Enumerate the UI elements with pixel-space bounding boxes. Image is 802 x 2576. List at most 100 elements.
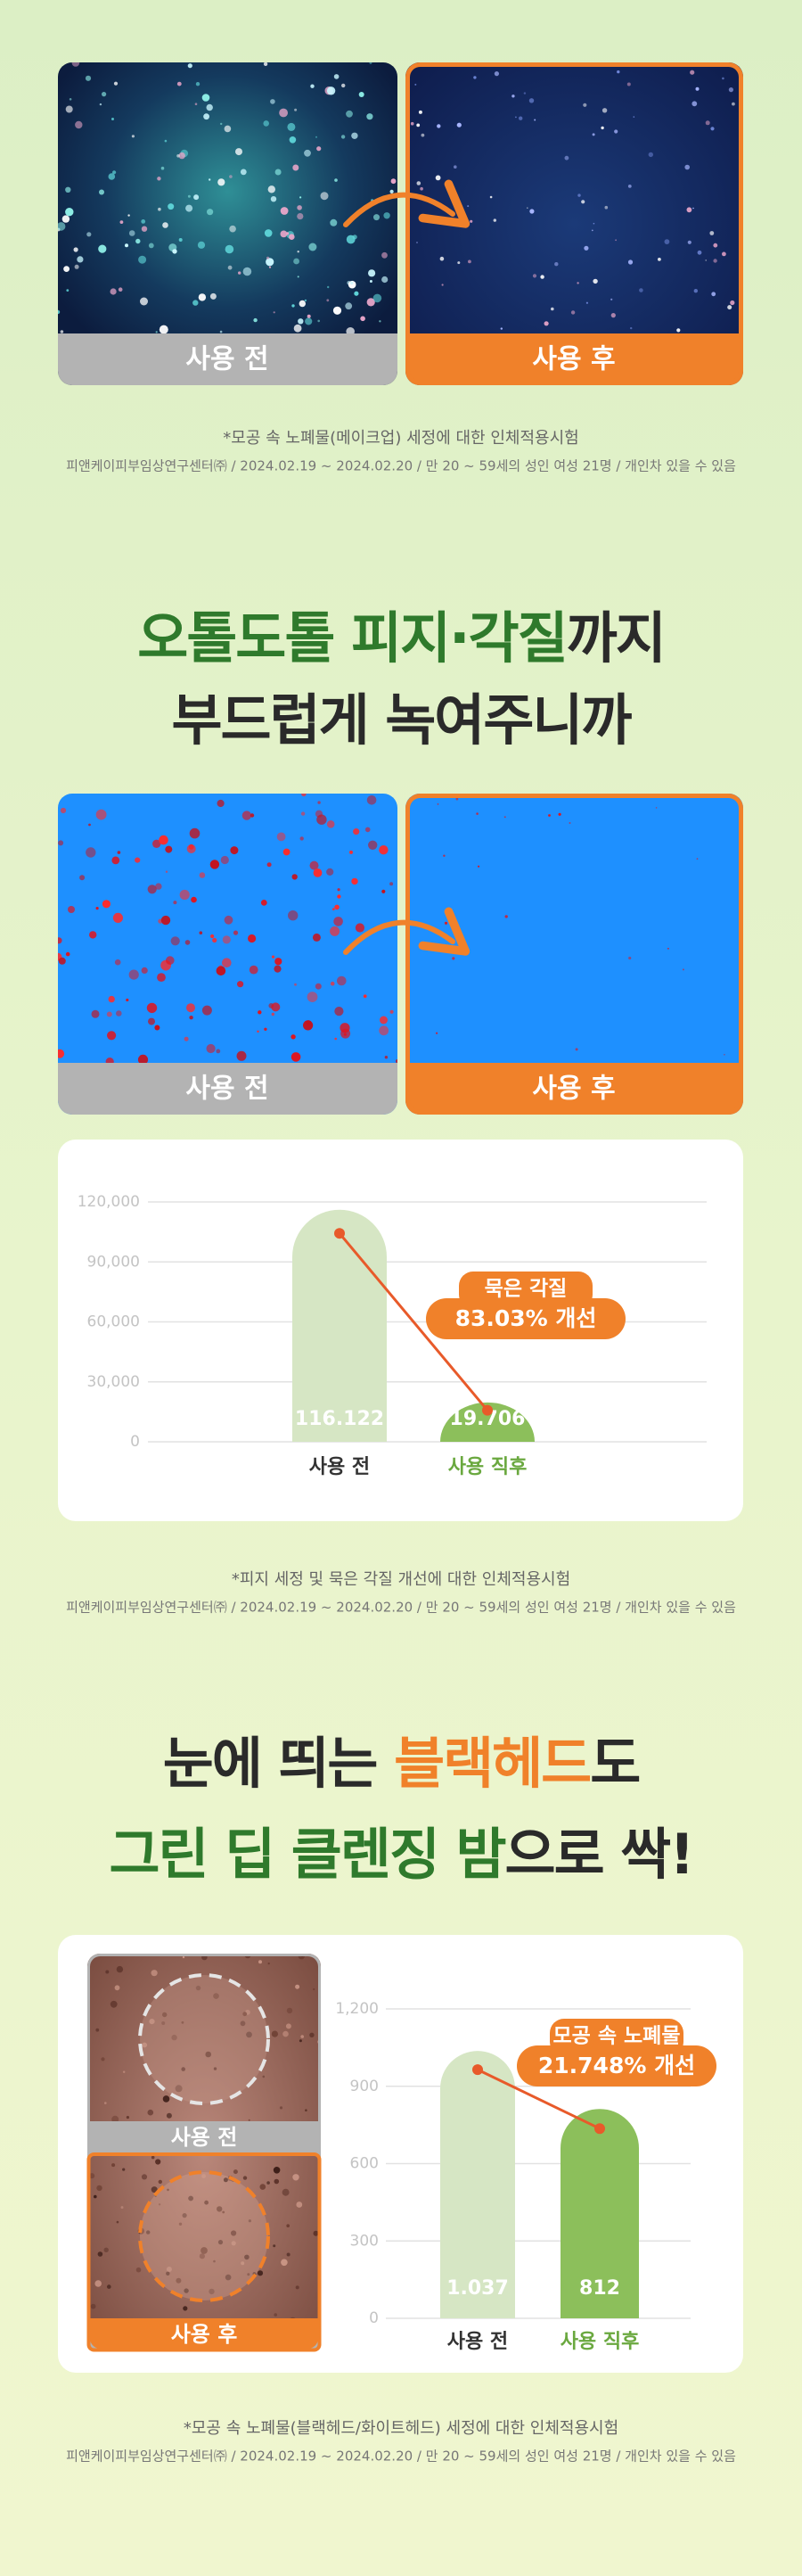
speck — [86, 232, 92, 237]
speck — [389, 882, 394, 886]
speck — [181, 2020, 184, 2024]
speck — [627, 259, 634, 265]
speck — [473, 76, 477, 79]
speck — [366, 298, 375, 307]
y-tick-label: 900 — [350, 2078, 379, 2095]
y-tick-label: 0 — [130, 1433, 140, 1451]
speck — [633, 116, 635, 118]
speck — [308, 243, 317, 251]
speck — [305, 317, 313, 325]
speck — [292, 2174, 299, 2181]
speck — [468, 259, 471, 264]
speck — [152, 839, 161, 848]
speck — [58, 1049, 65, 1058]
speck — [558, 812, 561, 816]
before-after-2: 사용 전 사용 후 — [58, 794, 743, 1115]
speck — [340, 1023, 350, 1033]
speck — [610, 298, 613, 300]
speck — [294, 983, 297, 986]
speck — [353, 828, 360, 835]
speck — [280, 207, 289, 215]
speck — [204, 2200, 209, 2205]
headline-text: 까지 — [567, 605, 665, 671]
label-strip — [87, 2318, 321, 2351]
speck — [61, 215, 70, 223]
label-strip — [58, 1063, 397, 1115]
speck — [713, 259, 717, 263]
speck — [258, 1960, 262, 1964]
speck — [206, 1043, 216, 1054]
image-bg — [58, 62, 397, 385]
speck — [74, 264, 79, 269]
speck — [291, 1052, 301, 1062]
speck — [313, 868, 323, 877]
speck — [554, 262, 559, 267]
speck — [157, 177, 161, 181]
speck — [197, 241, 206, 249]
speck — [682, 968, 684, 971]
zoom-circle — [138, 1973, 270, 2105]
speck — [307, 992, 318, 1002]
speck — [162, 2012, 168, 2018]
annotation-pill — [426, 1298, 626, 1339]
speck — [437, 124, 441, 128]
speck — [534, 119, 536, 121]
speck — [639, 288, 643, 292]
speck — [71, 62, 80, 67]
speck — [58, 222, 66, 231]
speck — [248, 2219, 251, 2223]
speck — [437, 803, 439, 805]
speck — [296, 2202, 303, 2208]
speck — [151, 2186, 158, 2193]
speck — [711, 292, 716, 297]
speck — [333, 917, 343, 926]
speck — [148, 1017, 155, 1025]
skin-images — [87, 1954, 321, 2351]
speck — [270, 196, 277, 202]
speck — [331, 908, 335, 910]
speck — [128, 969, 139, 980]
speck — [119, 220, 124, 225]
speck — [346, 110, 353, 118]
speck — [577, 282, 579, 284]
speck — [289, 136, 297, 144]
speck — [293, 258, 299, 265]
speck — [414, 83, 417, 86]
speck — [304, 149, 311, 157]
speck — [229, 175, 233, 178]
trend-dot — [594, 2123, 605, 2135]
y-tick-label: 120,000 — [78, 1193, 140, 1211]
speck — [65, 186, 71, 193]
speck — [686, 207, 692, 213]
speck — [114, 1985, 120, 1991]
speck — [176, 154, 180, 158]
bar — [440, 2051, 515, 2318]
speck — [213, 2259, 216, 2263]
footnote: *피지 세정 및 묵은 각질 개선에 대한 인체적용시험 — [232, 1570, 570, 1589]
speck — [138, 255, 147, 264]
speck — [667, 948, 669, 950]
speck — [418, 110, 422, 114]
speck — [312, 933, 321, 942]
y-tick-label: 90,000 — [87, 1253, 140, 1271]
speck — [585, 301, 589, 304]
speck — [381, 889, 386, 893]
speck — [354, 291, 359, 296]
headline: 부드럽게 녹여주니까 — [172, 687, 633, 753]
speck — [128, 230, 135, 236]
speck — [111, 2163, 116, 2168]
speck — [584, 245, 589, 251]
speck — [617, 70, 620, 74]
speck — [286, 2224, 291, 2227]
speck — [258, 1010, 262, 1015]
headline-highlight: 오톨도톨 피지·각질 — [137, 605, 566, 671]
speck — [268, 266, 272, 268]
speck — [209, 860, 220, 869]
speck — [722, 77, 724, 80]
after-border — [405, 794, 743, 1115]
speck — [217, 178, 225, 186]
label-strip — [87, 2121, 321, 2154]
speck — [200, 2247, 208, 2254]
speck — [264, 1027, 267, 1032]
speck — [201, 94, 210, 102]
